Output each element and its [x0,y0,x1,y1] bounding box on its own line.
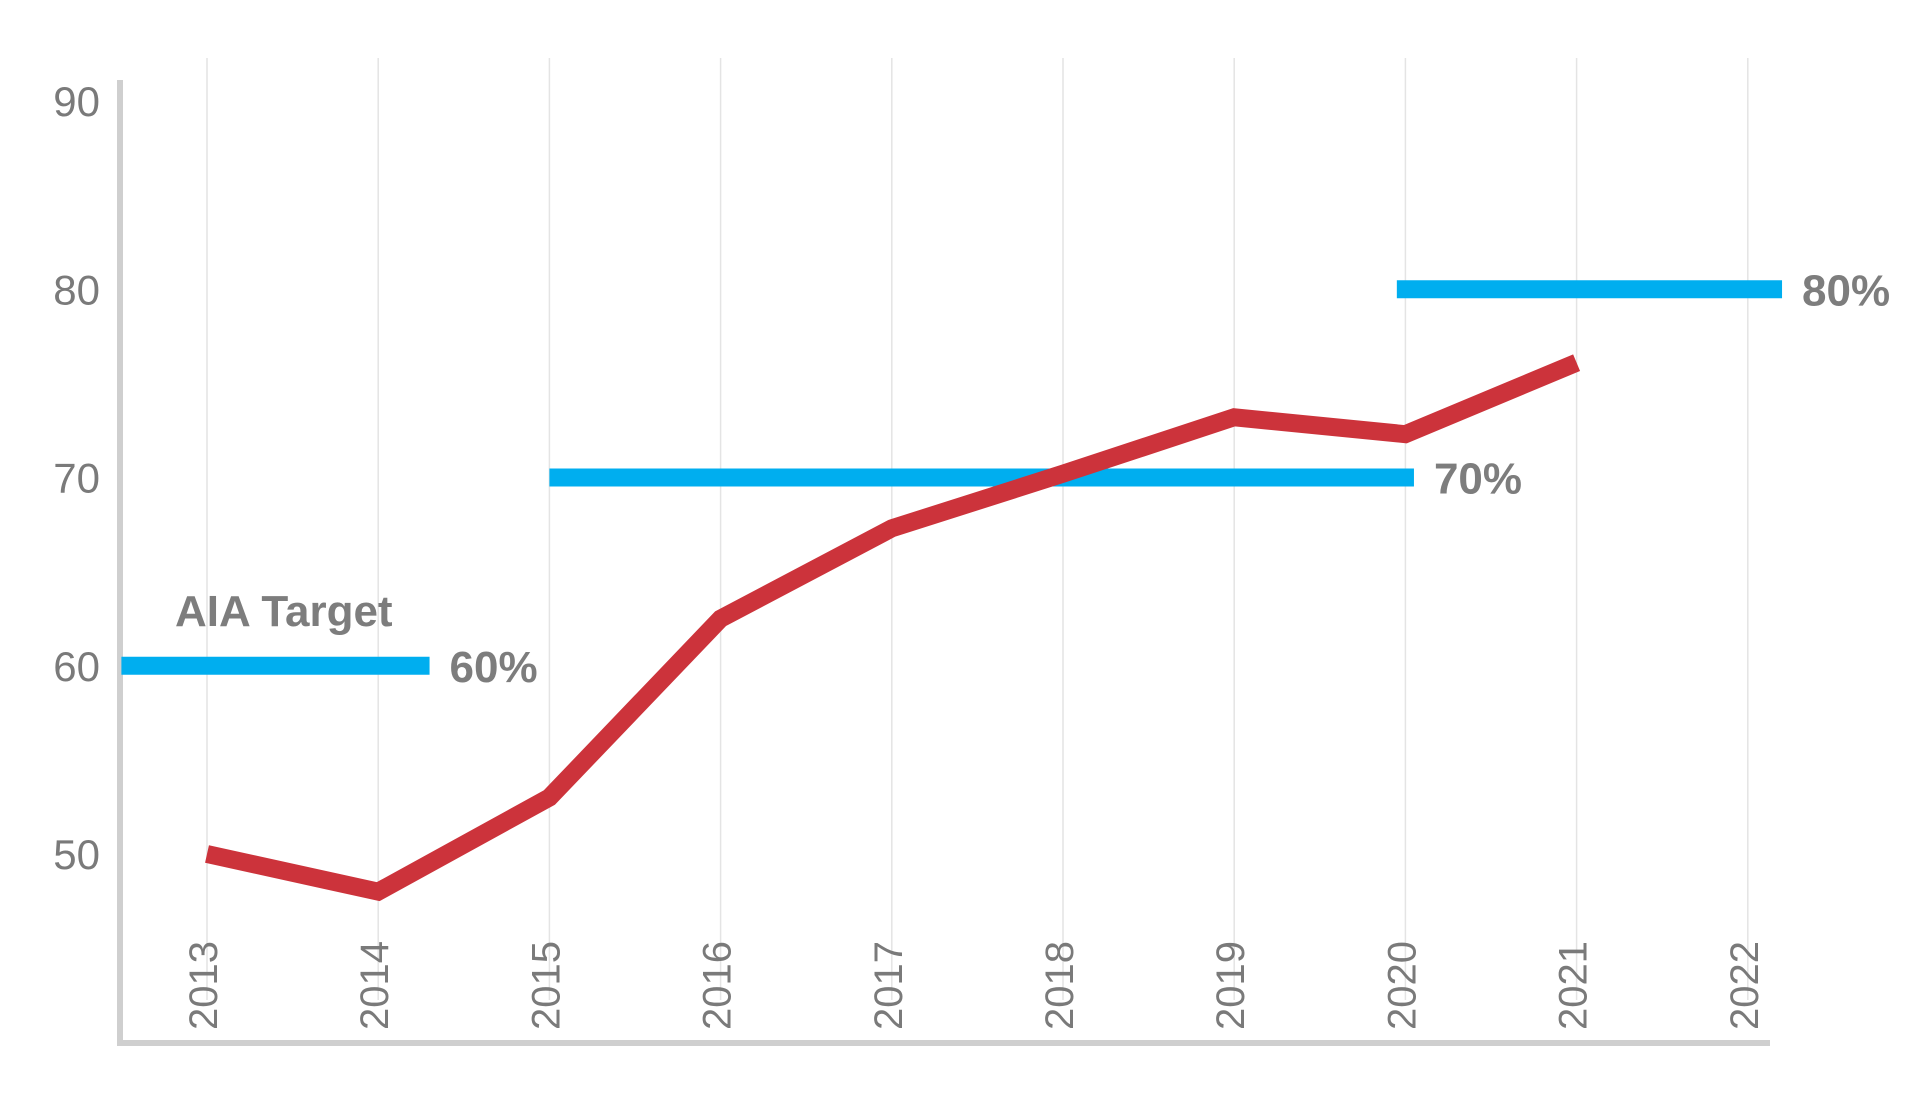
x-tick-label-2013: 2013 [182,941,226,1030]
x-tick-label-2020: 2020 [1380,941,1424,1030]
y-tick-label-60: 60 [53,643,100,690]
y-tick-label-50: 50 [53,831,100,878]
x-tick-label-2022: 2022 [1723,941,1767,1030]
x-tick-label-2016: 2016 [696,941,740,1030]
y-tick-label-70: 70 [53,455,100,502]
y-tick-labels: 50 60 70 80 90 [53,78,100,878]
x-tick-label-2018: 2018 [1038,941,1082,1030]
x-tick-label-2017: 2017 [867,941,911,1030]
x-tick-label-2021: 2021 [1552,941,1596,1030]
x-tick-label-2015: 2015 [524,941,568,1030]
target-title: AIA Target [175,587,393,636]
y-tick-label-80: 80 [53,266,100,313]
y-tick-label-90: 90 [53,78,100,125]
x-tick-labels: 2013 2014 2015 2016 2017 2018 2019 2020 2021 2022 [182,941,1767,1030]
target-label-60: 60% [450,643,538,692]
target-label-70: 70% [1434,455,1522,504]
x-tick-label-2014: 2014 [353,941,397,1030]
target-label-80: 80% [1802,266,1890,315]
x-tick-label-2019: 2019 [1209,941,1253,1030]
